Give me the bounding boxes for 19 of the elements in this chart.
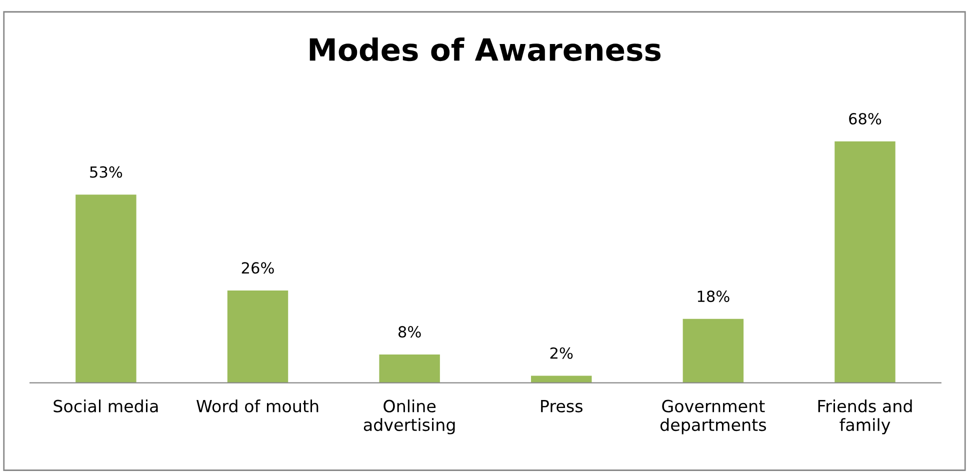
x-tick-label: Social media: [54, 400, 158, 412]
bar: [76, 194, 136, 383]
x-tick-label: Online advertising: [364, 400, 455, 434]
data-label: 2%: [550, 347, 573, 359]
data-label: 18%: [698, 290, 730, 302]
data-label: 53%: [90, 166, 122, 178]
bar: [531, 376, 592, 383]
bar: [379, 354, 440, 383]
data-label: 26%: [242, 262, 274, 274]
bar: [682, 318, 744, 383]
x-tick-label: Press: [541, 400, 582, 412]
x-tick-label: Word of mouth: [196, 400, 318, 412]
chart-title: Modes of Awareness: [310, 37, 660, 62]
x-tick-label: Friends and family: [818, 400, 912, 434]
data-label: 68%: [849, 112, 882, 125]
bar: [227, 290, 288, 383]
bar: [834, 141, 896, 383]
data-label: 8%: [398, 326, 421, 338]
x-tick-label: Government departments: [660, 400, 766, 434]
